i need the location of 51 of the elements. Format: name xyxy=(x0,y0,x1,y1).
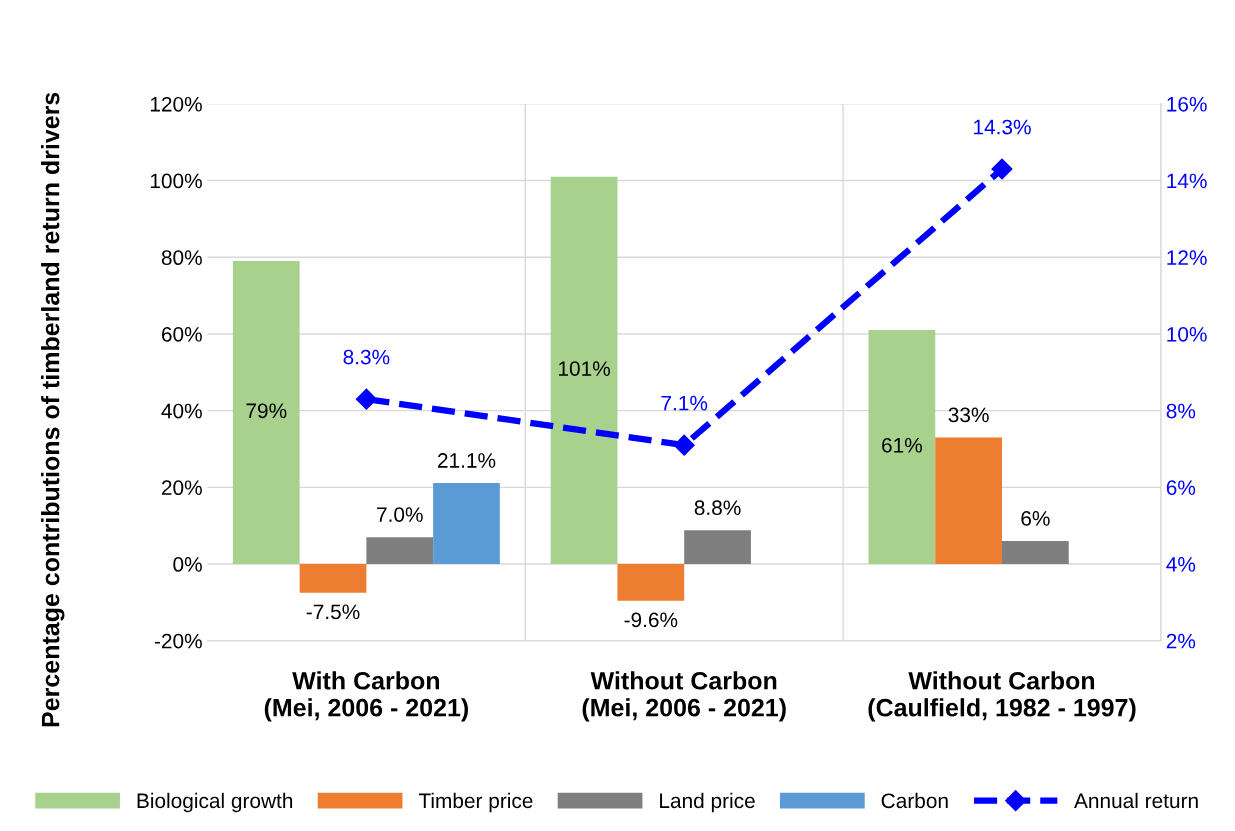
bar xyxy=(935,437,1002,565)
data-label: -9.6% xyxy=(624,612,678,628)
data-label: 14.3% xyxy=(974,119,1031,135)
data-label: 8.3% xyxy=(343,349,390,365)
point xyxy=(673,434,695,456)
data-label: 101% xyxy=(559,361,610,376)
legend-label: Annual return xyxy=(1074,792,1198,809)
legend-label: Biological growth xyxy=(137,792,293,813)
bar xyxy=(433,483,500,565)
y2-tick-label: 14% xyxy=(1167,173,1207,189)
y-tick-label: 100% xyxy=(150,173,202,189)
y-tick-label: 40% xyxy=(161,403,202,419)
bar xyxy=(550,176,618,565)
data-label: 21.1% xyxy=(438,453,496,468)
data-label: 33% xyxy=(948,407,989,423)
y2-tick-label: 8% xyxy=(1166,403,1196,419)
x-tick-label: Without Carbon (Mei, 2006 - 2021) xyxy=(582,671,786,722)
y2-tick-label: 4% xyxy=(1166,557,1196,572)
bar xyxy=(684,530,751,565)
data-label: 7.0% xyxy=(377,507,423,522)
bar xyxy=(617,564,685,601)
data-label: 6% xyxy=(1021,511,1050,526)
y2-tick-label: 2% xyxy=(1166,633,1196,649)
data-label: 79% xyxy=(246,403,287,419)
bar xyxy=(232,261,300,565)
y2-tick-label: 10% xyxy=(1167,326,1207,342)
data-label: -7.5% xyxy=(306,604,360,620)
data-label: 7.1% xyxy=(661,395,708,411)
y-tick-label: 80% xyxy=(161,250,202,266)
y2-tick-label: 16% xyxy=(1167,96,1207,112)
y-tick-label: 60% xyxy=(161,326,202,342)
y-tick-label: 20% xyxy=(161,480,202,496)
y-tick-label: 120% xyxy=(150,96,202,112)
point xyxy=(991,158,1013,180)
bar xyxy=(868,330,936,565)
x-tick-label: Without Carbon (Caulfield, 1982 - 1997) xyxy=(868,671,1136,722)
y2-tick-label: 12% xyxy=(1167,250,1207,265)
data-label: 8.8% xyxy=(694,500,741,516)
y2-tick-label: 6% xyxy=(1166,480,1196,496)
legend-label: Carbon xyxy=(881,792,948,809)
y-axis-title: Percentage contributions of timberland return drivers xyxy=(41,92,65,727)
data-label: 61% xyxy=(882,437,922,453)
y-tick-label: -20% xyxy=(154,633,202,649)
x-tick-label: With Carbon (Mei, 2006 - 2021) xyxy=(264,671,468,722)
point xyxy=(355,388,377,410)
bar xyxy=(299,564,367,593)
bar xyxy=(366,537,434,565)
y-tick-label: 0% xyxy=(173,557,202,572)
legend-label: Timber price xyxy=(418,792,533,813)
bar xyxy=(1002,541,1069,565)
legend-label: Land price xyxy=(660,792,755,813)
